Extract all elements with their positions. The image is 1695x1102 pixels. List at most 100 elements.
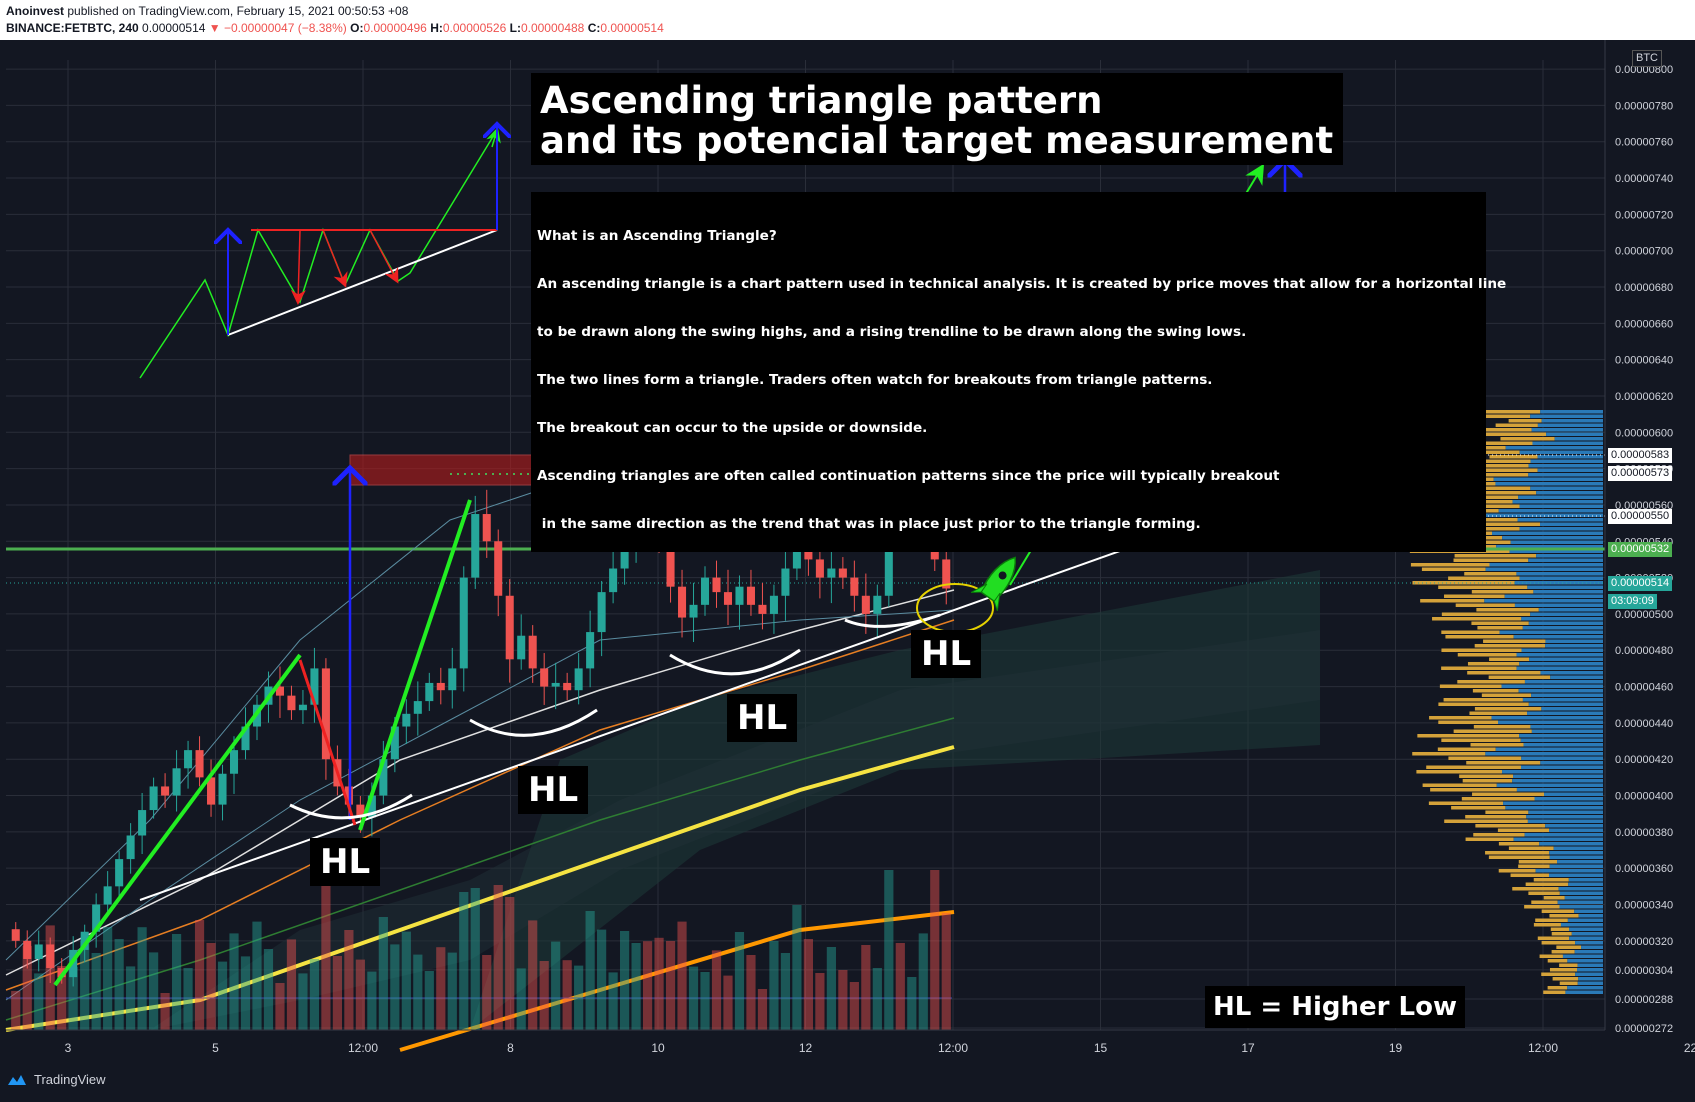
candle-body	[218, 773, 227, 805]
volume-bar	[849, 982, 859, 1030]
triangle-schematic	[139, 124, 497, 379]
volume-profile-bar	[1521, 756, 1603, 760]
time-axis[interactable]: 3 5 12:00 8 10 12 12:00 15 17 19 12:00 22	[65, 1041, 1695, 1055]
volume-profile-bar	[1513, 635, 1603, 639]
hl-arc-2	[469, 708, 598, 737]
volume-bar	[80, 941, 90, 1030]
volume-profile-bar	[1557, 860, 1603, 864]
volume-bar	[688, 966, 699, 1030]
volume-bar	[126, 966, 136, 1030]
candle-body	[551, 682, 560, 687]
candle-body	[138, 810, 147, 836]
candle-body	[115, 859, 124, 887]
volume-profile-bar	[1558, 887, 1603, 891]
price-tick-label: 0.00000720	[1615, 209, 1673, 221]
candle-body	[494, 541, 503, 596]
volume-profile-bar	[1560, 923, 1603, 927]
volume-bar	[562, 960, 572, 1030]
candle-body	[620, 541, 629, 569]
volume-profile-bar	[1528, 473, 1603, 477]
candle-body	[379, 759, 388, 796]
candle-body	[390, 726, 399, 760]
candle-body	[80, 931, 89, 950]
volume-profile-bar	[1520, 738, 1603, 742]
volume-profile-bar	[1441, 648, 1522, 652]
volume-profile-bar	[1518, 864, 1550, 868]
volume-profile-bar	[1475, 473, 1529, 477]
volume-bar	[861, 945, 871, 1030]
volume-profile-bar	[1498, 869, 1536, 873]
volume-profile-bar	[1551, 950, 1575, 954]
volume-bar	[263, 949, 274, 1030]
volume-bar	[941, 912, 951, 1030]
price-tick-label: 0.00000760	[1615, 137, 1673, 149]
volume-profile-bar	[1562, 954, 1603, 958]
time-tick-label: 17	[1241, 1041, 1255, 1055]
volume-profile-bar	[1567, 959, 1603, 963]
volume-bar	[34, 973, 44, 1030]
volume-profile-bar	[1475, 824, 1546, 828]
volume-profile-bar	[1569, 936, 1603, 940]
volume-bar	[114, 939, 124, 1030]
volume-profile-bar	[1448, 756, 1522, 760]
volume-profile-bar	[1575, 972, 1603, 976]
volume-profile-bar	[1530, 486, 1603, 490]
volume-profile-bar	[1559, 963, 1578, 967]
volume-profile-bar	[1541, 419, 1603, 423]
volume-profile-bar	[1503, 801, 1603, 805]
volume-bar	[516, 968, 526, 1030]
volume-bar	[459, 892, 469, 1030]
candle-body	[942, 559, 951, 589]
volume-profile-bar	[1441, 666, 1517, 670]
volume-bar	[149, 952, 159, 1030]
brand-label: TradingView	[34, 1072, 106, 1087]
volume-profile-bar	[1577, 963, 1603, 967]
volume-profile-bar	[1530, 414, 1603, 418]
tradingview-logo[interactable]: TradingView	[6, 1072, 106, 1087]
volume-bar	[424, 971, 434, 1030]
time-tick-label: 22	[1684, 1041, 1695, 1055]
annotation-description: What is an Ascending Triangle? An ascend…	[531, 192, 1507, 552]
volume-profile-bar	[1530, 725, 1603, 729]
volume-profile-bar	[1536, 554, 1603, 558]
volume-profile-bar	[1504, 594, 1603, 598]
volume-profile-bar	[1505, 446, 1603, 450]
volume-bar	[930, 870, 940, 1030]
volume-profile-bar	[1498, 720, 1603, 724]
volume-profile-bar	[1467, 662, 1520, 666]
volume-profile-bar	[1464, 572, 1517, 576]
volume-profile-bar	[1461, 797, 1535, 801]
last-price: 0.00000514	[142, 21, 206, 35]
volume-profile-bar	[1537, 936, 1570, 940]
volume-bar	[723, 975, 733, 1030]
volume-profile-bar	[1483, 639, 1546, 643]
volume-profile-bar	[1519, 576, 1603, 580]
volume-profile-bar	[1502, 536, 1603, 540]
volume-profile-bar	[1568, 882, 1603, 886]
volume-profile-bar	[1420, 599, 1485, 603]
volume-profile-bar	[1568, 878, 1603, 882]
volume-profile-bar	[1520, 765, 1603, 769]
volume-profile-bar	[1532, 441, 1603, 445]
description-line: An ascending triangle is a chart pattern…	[537, 276, 1507, 292]
volume-bar	[68, 967, 78, 1030]
candle-body	[597, 592, 606, 633]
volume-profile-bar	[1505, 806, 1603, 810]
volume-bar	[229, 933, 239, 1030]
volume-profile-bar	[1421, 567, 1486, 571]
volume-profile-bar	[1540, 522, 1603, 526]
volume-profile-bar	[1564, 896, 1603, 900]
volume-profile-bar	[1412, 581, 1515, 585]
symbol-label[interactable]: BINANCE:FETBTC, 240	[6, 21, 139, 35]
volume-profile-bar	[1565, 990, 1603, 994]
publisher-name[interactable]: Anoinvest	[6, 4, 65, 18]
candle-body	[46, 944, 55, 969]
volume-profile-bar	[1519, 734, 1603, 738]
candle-body	[758, 604, 767, 614]
volume-profile-bar	[1551, 932, 1572, 936]
volume-bar	[137, 927, 147, 1030]
volume-profile-bar	[1528, 891, 1560, 895]
volume-profile-bar	[1465, 837, 1514, 841]
volume-profile-bar	[1498, 842, 1540, 846]
volume-profile-bar	[1525, 882, 1569, 886]
